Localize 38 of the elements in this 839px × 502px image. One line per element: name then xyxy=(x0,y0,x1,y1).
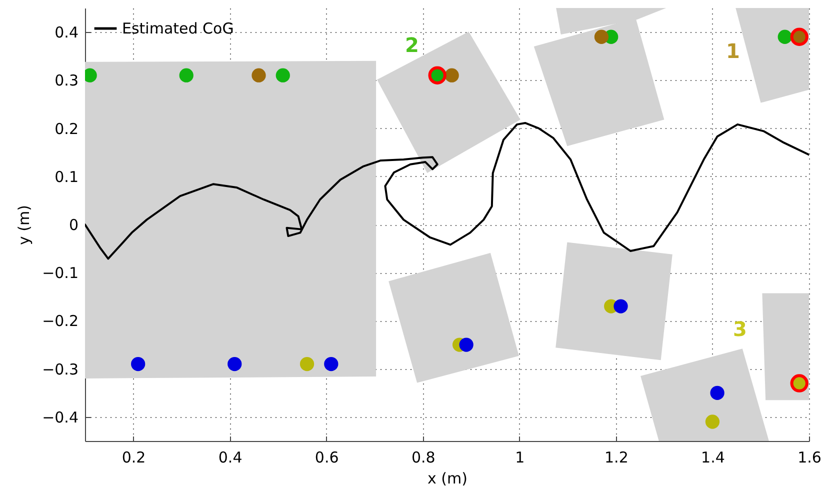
point xyxy=(131,356,146,372)
y-tick-label: 0 xyxy=(68,216,78,234)
x-tick-label: 1.4 xyxy=(701,448,725,466)
x-tick-label: 0.2 xyxy=(122,448,146,466)
y-tick-label: 0.4 xyxy=(54,24,78,42)
y-tick-label: 0.1 xyxy=(54,168,78,186)
annotation: 2 xyxy=(405,33,419,57)
y-axis-title: y (m) xyxy=(15,205,34,245)
point xyxy=(705,414,720,429)
x-tick-label: 1.2 xyxy=(604,448,628,466)
x-tick-label: 1.6 xyxy=(798,448,822,466)
point xyxy=(594,30,609,44)
point xyxy=(228,356,242,372)
x-tick-label: 0.8 xyxy=(411,448,436,466)
point xyxy=(778,30,792,44)
annotation: 3 xyxy=(733,317,747,341)
annotation: 1 xyxy=(726,39,740,63)
y-tick-label: 0.3 xyxy=(54,72,78,90)
point xyxy=(710,386,724,400)
x-axis-title: x (m) xyxy=(428,470,468,488)
point xyxy=(179,68,194,82)
point xyxy=(252,68,266,82)
point xyxy=(324,356,338,372)
point xyxy=(300,356,314,372)
point xyxy=(444,68,459,82)
line-series xyxy=(85,122,809,260)
point xyxy=(614,299,628,314)
y-tick-label: −0.1 xyxy=(42,264,78,282)
point xyxy=(459,338,474,352)
x-tick-label: 1 xyxy=(515,448,525,466)
y-tick-label: −0.4 xyxy=(42,408,78,426)
y-tick-label: 0.2 xyxy=(54,120,78,138)
y-tick-label: −0.2 xyxy=(42,312,78,330)
x-tick-label: 0.6 xyxy=(314,448,339,466)
point xyxy=(276,68,290,82)
legend-label: Estimated CoG xyxy=(122,20,234,38)
y-tick-label: −0.3 xyxy=(42,360,78,378)
x-tick-label: 0.4 xyxy=(218,448,242,466)
